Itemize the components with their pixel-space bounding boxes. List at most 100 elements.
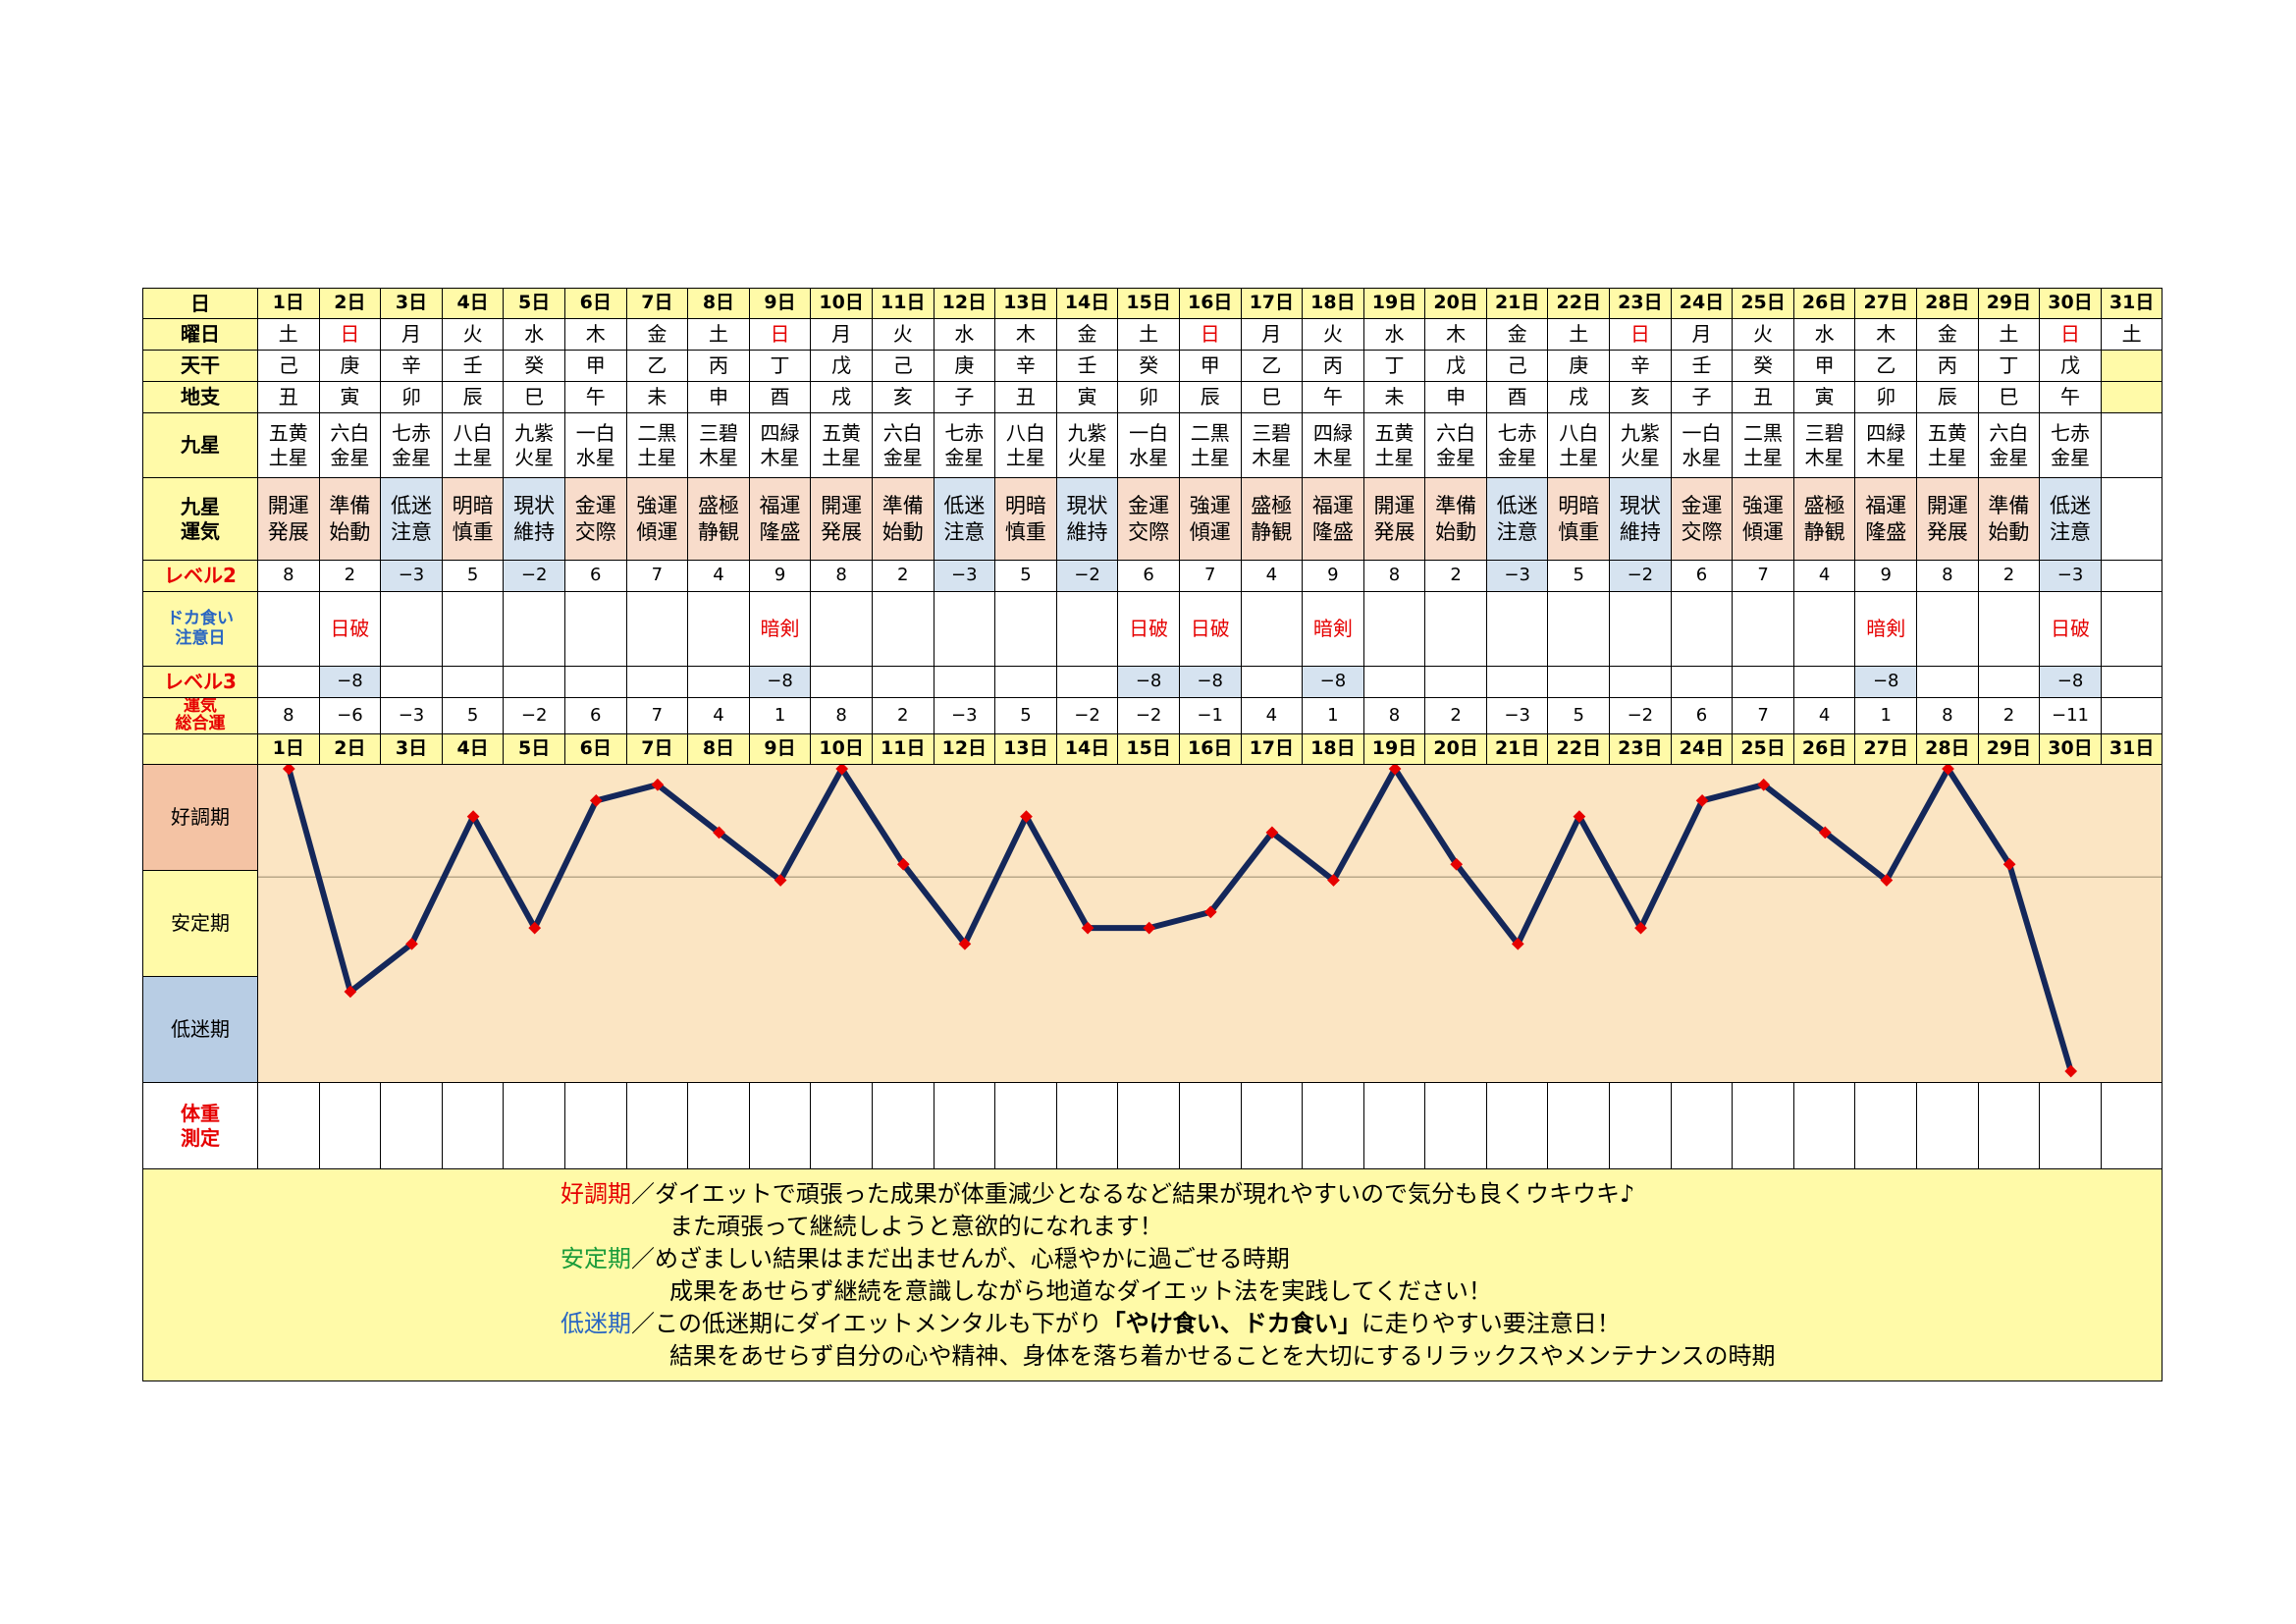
- kyusei-line: 木星: [1252, 445, 1292, 469]
- kyusei-line: 金星: [330, 445, 370, 469]
- weight-input-cell[interactable]: [1485, 1082, 1549, 1169]
- weekday-cell: 日: [1609, 318, 1672, 351]
- level3-cell: [1609, 666, 1672, 698]
- day-header-cell: 1日: [257, 288, 320, 319]
- weight-input-cell[interactable]: [1977, 1082, 2041, 1169]
- weight-input-cell[interactable]: [748, 1082, 812, 1169]
- total-cell: −11: [2039, 697, 2102, 734]
- tenkan-cell: 乙: [1854, 350, 1918, 382]
- weight-input-cell[interactable]: [1240, 1082, 1304, 1169]
- kyusei-unki-cell: [2100, 477, 2163, 561]
- unki-line: 準備: [1435, 494, 1477, 518]
- kyusei-line: 土星: [453, 445, 493, 469]
- weekday-cell: 日: [2039, 318, 2102, 351]
- day-header-cell: 25日: [1732, 288, 1794, 319]
- weight-input-cell[interactable]: [1609, 1082, 1672, 1169]
- weight-input-cell[interactable]: [1178, 1082, 1242, 1169]
- day-header-cell: 4日: [441, 733, 505, 765]
- kyusei-unki-label-text: 運気: [181, 518, 220, 543]
- weight-input-cell[interactable]: [257, 1082, 320, 1169]
- level3-cell: [257, 666, 320, 698]
- kyusei-cell: 五黄 土星: [810, 412, 873, 478]
- unki-line: 始動: [1435, 519, 1477, 544]
- day-header-cell: 6日: [563, 733, 627, 765]
- unki-line: 福運: [1865, 494, 1907, 518]
- day-header-cell: 10日: [810, 733, 873, 765]
- total-cell: −2: [1609, 697, 1672, 734]
- kyusei-line: 土星: [268, 445, 308, 469]
- day-header-cell: 23日: [1609, 733, 1672, 765]
- weekday-cell: 日: [1178, 318, 1242, 351]
- tenkan-cell: 辛: [380, 350, 443, 382]
- unki-line: 始動: [1988, 519, 2030, 544]
- unki-line: 福運: [759, 494, 801, 518]
- tenkan-cell: 丁: [1362, 350, 1426, 382]
- chishi-cell: 寅: [1792, 381, 1856, 413]
- weight-input-cell[interactable]: [1792, 1082, 1856, 1169]
- chishi-cell: 巳: [503, 381, 565, 413]
- total-cell: −2: [503, 697, 565, 734]
- weekday-cell: 火: [1302, 318, 1364, 351]
- total-label-text: 総合運: [175, 714, 226, 733]
- weight-input-cell[interactable]: [1854, 1082, 1918, 1169]
- unki-line: 始動: [881, 519, 924, 544]
- weight-input-cell[interactable]: [810, 1082, 873, 1169]
- weight-input-cell[interactable]: [1670, 1082, 1734, 1169]
- kyusei-cell: 三碧 木星: [1240, 412, 1304, 478]
- level3-cell: [994, 666, 1057, 698]
- chishi-cell: 酉: [1485, 381, 1549, 413]
- weight-input-cell[interactable]: [871, 1082, 934, 1169]
- kyusei-line: 金星: [2051, 445, 2091, 469]
- chishi-cell: 丑: [994, 381, 1057, 413]
- kyusei-line: 八白: [1559, 420, 1599, 445]
- chishi-cell: 丑: [257, 381, 320, 413]
- weight-input-cell[interactable]: [1424, 1082, 1487, 1169]
- unki-line: 開運: [1373, 494, 1415, 518]
- weekday-cell: 日: [748, 318, 812, 351]
- day-header-cell: 12日: [933, 733, 996, 765]
- kyusei-line: 四緑: [760, 420, 800, 445]
- unki-line: 金運: [574, 494, 616, 518]
- kyusei-line: 火星: [514, 445, 555, 469]
- kyusei-unki-cell: 盛極 静観: [687, 477, 750, 561]
- kyusei-cell: 六白 金星: [1977, 412, 2041, 478]
- doka-cell: 暗剣: [748, 591, 812, 667]
- weight-input-cell[interactable]: [933, 1082, 996, 1169]
- day-header-cell: 1日: [257, 733, 320, 765]
- weight-input-cell[interactable]: [687, 1082, 750, 1169]
- weight-input-cell[interactable]: [380, 1082, 443, 1169]
- weight-input-cell[interactable]: [1916, 1082, 1979, 1169]
- level2-cell: 7: [625, 560, 689, 592]
- weight-input-cell[interactable]: [503, 1082, 565, 1169]
- doka-row: ドカ食い 注意日 日破 暗剣 日破 日破 暗剣 暗剣 日破: [142, 591, 2163, 667]
- level2-cell: 6: [563, 560, 627, 592]
- data-point: [282, 765, 295, 776]
- tenkan-cell: 癸: [1117, 350, 1180, 382]
- chishi-cell: 辰: [1916, 381, 1979, 413]
- weight-input-cell[interactable]: [1055, 1082, 1119, 1169]
- weight-input-cell[interactable]: [994, 1082, 1057, 1169]
- weight-input-cell[interactable]: [1732, 1082, 1794, 1169]
- kyusei-cell: 五黄 土星: [1362, 412, 1426, 478]
- level3-cell: [2100, 666, 2163, 698]
- doka-cell: [933, 591, 996, 667]
- weight-input-cell[interactable]: [2100, 1082, 2163, 1169]
- unki-line: 準備: [1988, 494, 2030, 518]
- level2-cell: 5: [994, 560, 1057, 592]
- level2-cell: 2: [318, 560, 382, 592]
- kyusei-line: 木星: [1866, 445, 1906, 469]
- weight-input-cell[interactable]: [318, 1082, 382, 1169]
- day-header-cell: 22日: [1547, 733, 1611, 765]
- weight-input-cell[interactable]: [563, 1082, 627, 1169]
- weight-input-cell[interactable]: [1547, 1082, 1611, 1169]
- tenkan-cell: 己: [1485, 350, 1549, 382]
- weight-input-cell[interactable]: [1302, 1082, 1364, 1169]
- unki-line: 傾運: [1189, 519, 1231, 544]
- weight-input-cell[interactable]: [441, 1082, 505, 1169]
- weight-input-cell[interactable]: [1117, 1082, 1180, 1169]
- weight-input-cell[interactable]: [1362, 1082, 1426, 1169]
- weight-input-cell[interactable]: [2039, 1082, 2102, 1169]
- weight-input-cell[interactable]: [625, 1082, 689, 1169]
- chishi-cell: 辰: [1178, 381, 1242, 413]
- kyusei-line: 八白: [1005, 420, 1045, 445]
